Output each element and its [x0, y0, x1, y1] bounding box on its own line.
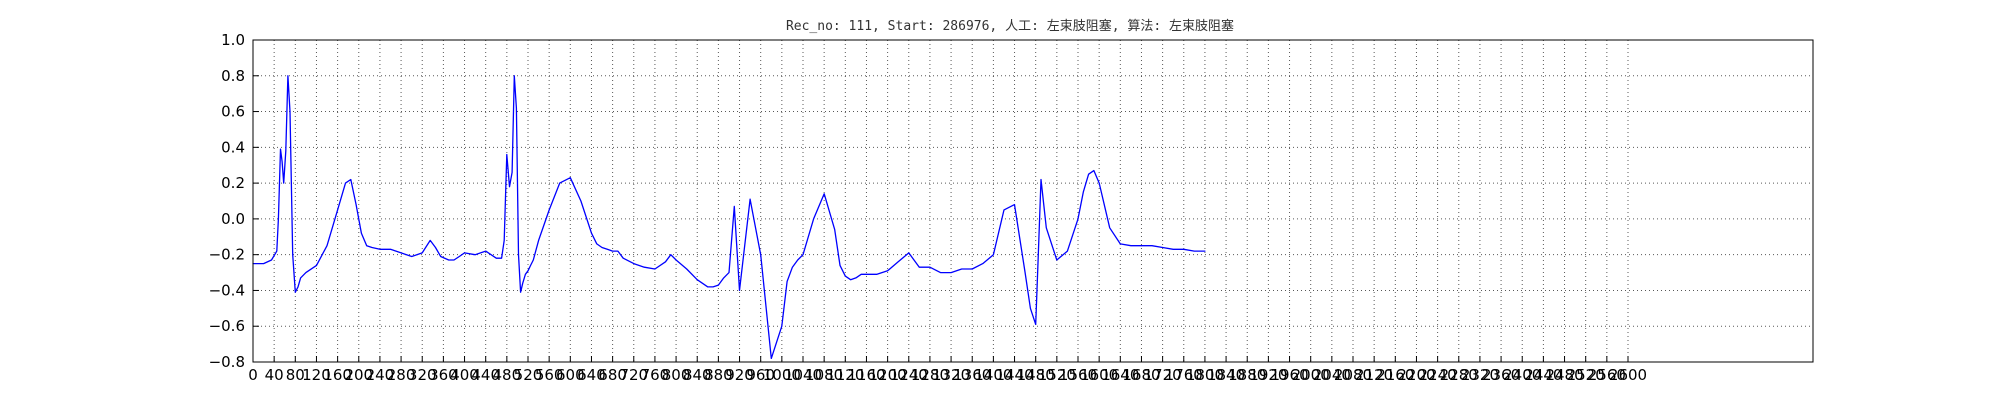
- y-axis-ticks: −0.8 −0.6 −0.4 −0.2 0.0 0.2 0.4 0.6 0.8 1.0: [209, 31, 259, 371]
- y-tick-label: −0.4: [209, 281, 245, 299]
- y-tick-label: −0.2: [209, 246, 245, 264]
- grid-lines: [253, 40, 1813, 362]
- x-tick-label: 0: [248, 366, 258, 384]
- y-tick-label: 0.6: [221, 103, 245, 121]
- x-axis-ticks: 0 40 8012016020024028032036040044048052056…: [248, 356, 1647, 384]
- y-tick-label: 0.4: [221, 138, 245, 156]
- y-tick-label: −0.6: [209, 317, 245, 335]
- plot-frame: [253, 40, 1813, 362]
- y-tick-label: 0.0: [221, 210, 245, 228]
- y-tick-label: 0.8: [221, 67, 245, 85]
- y-tick-label: 0.2: [221, 174, 245, 192]
- chart-title: Rec_no: 111, Start: 286976, 人工: 左束肢阻塞, 算…: [786, 18, 1234, 34]
- ecg-traces: [253, 76, 1205, 359]
- x-tick-label: 2600: [1609, 366, 1647, 384]
- ecg-trace-segment-2: [972, 171, 1205, 325]
- y-tick-label: 1.0: [221, 31, 245, 49]
- x-tick-label: 40: [265, 366, 284, 384]
- y-tick-label: −0.8: [209, 353, 245, 371]
